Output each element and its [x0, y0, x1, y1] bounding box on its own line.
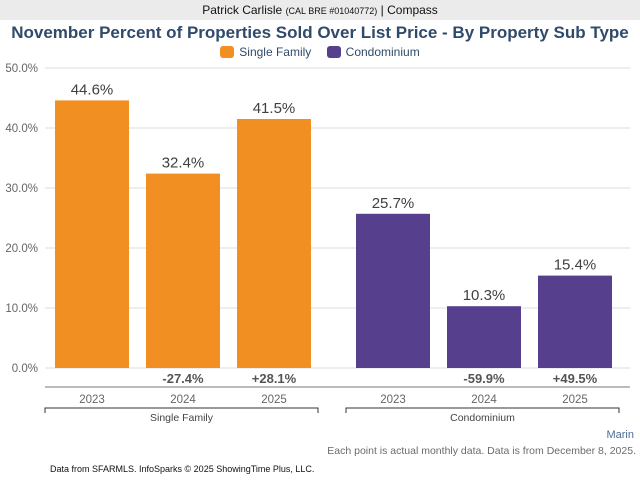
legend-label-condominium: Condominium [345, 45, 420, 59]
bar [146, 173, 220, 368]
legend-swatch-condominium [326, 46, 341, 58]
legend-swatch-single-family [220, 46, 235, 58]
group-label: Condominium [450, 412, 515, 424]
group-bracket [44, 407, 319, 413]
bar [538, 275, 612, 368]
y-tick-label: 20.0% [5, 243, 38, 255]
x-tick-label: 2023 [380, 394, 406, 406]
bar-value-label: 25.7% [372, 195, 415, 212]
region-label: Marin [606, 429, 634, 441]
agent-license: (CAL BRE #01040772) [285, 6, 378, 16]
bar-value-label: 15.4% [554, 257, 597, 274]
change-label: -59.9% [463, 371, 505, 386]
bar-value-label: 41.5% [253, 100, 296, 117]
group-bracket [345, 407, 620, 413]
y-tick-label: 0.0% [12, 363, 38, 375]
chart-title: November Percent of Properties Sold Over… [11, 23, 629, 42]
y-tick-label: 30.0% [5, 183, 38, 195]
chart-legend: Single Family Condominium [0, 45, 640, 61]
bar [55, 100, 129, 369]
change-label: +49.5% [553, 371, 598, 386]
bar [447, 306, 521, 368]
data-credit: Data from SFARMLS. InfoSparks © 2025 Sho… [50, 464, 315, 474]
bar [356, 213, 430, 368]
bar [237, 119, 311, 368]
x-tick-label: 2024 [170, 394, 196, 406]
change-label: -27.4% [162, 371, 204, 386]
agent-name: Patrick Carlisle [202, 3, 283, 17]
data-note: Each point is actual monthly data. Data … [327, 445, 636, 457]
group-label: Single Family [150, 412, 214, 424]
x-tick-label: 2025 [562, 394, 588, 406]
change-label: +28.1% [252, 371, 297, 386]
brokerage-name: Compass [387, 3, 438, 17]
bar-value-label: 44.6% [71, 81, 114, 98]
x-tick-label: 2024 [471, 394, 497, 406]
bar-value-label: 32.4% [162, 155, 205, 172]
y-tick-label: 50.0% [5, 63, 38, 75]
y-tick-label: 40.0% [5, 123, 38, 135]
agent-header-bar: Patrick Carlisle (CAL BRE #01040772) | C… [0, 0, 640, 20]
x-tick-label: 2023 [79, 394, 105, 406]
y-tick-label: 10.0% [5, 303, 38, 315]
x-tick-label: 2025 [261, 394, 287, 406]
legend-item-condominium[interactable]: Condominium [326, 45, 420, 59]
legend-item-single-family[interactable]: Single Family [220, 45, 311, 59]
legend-label-single-family: Single Family [239, 45, 312, 59]
bar-value-label: 10.3% [463, 287, 506, 304]
header-separator: | [380, 3, 384, 17]
